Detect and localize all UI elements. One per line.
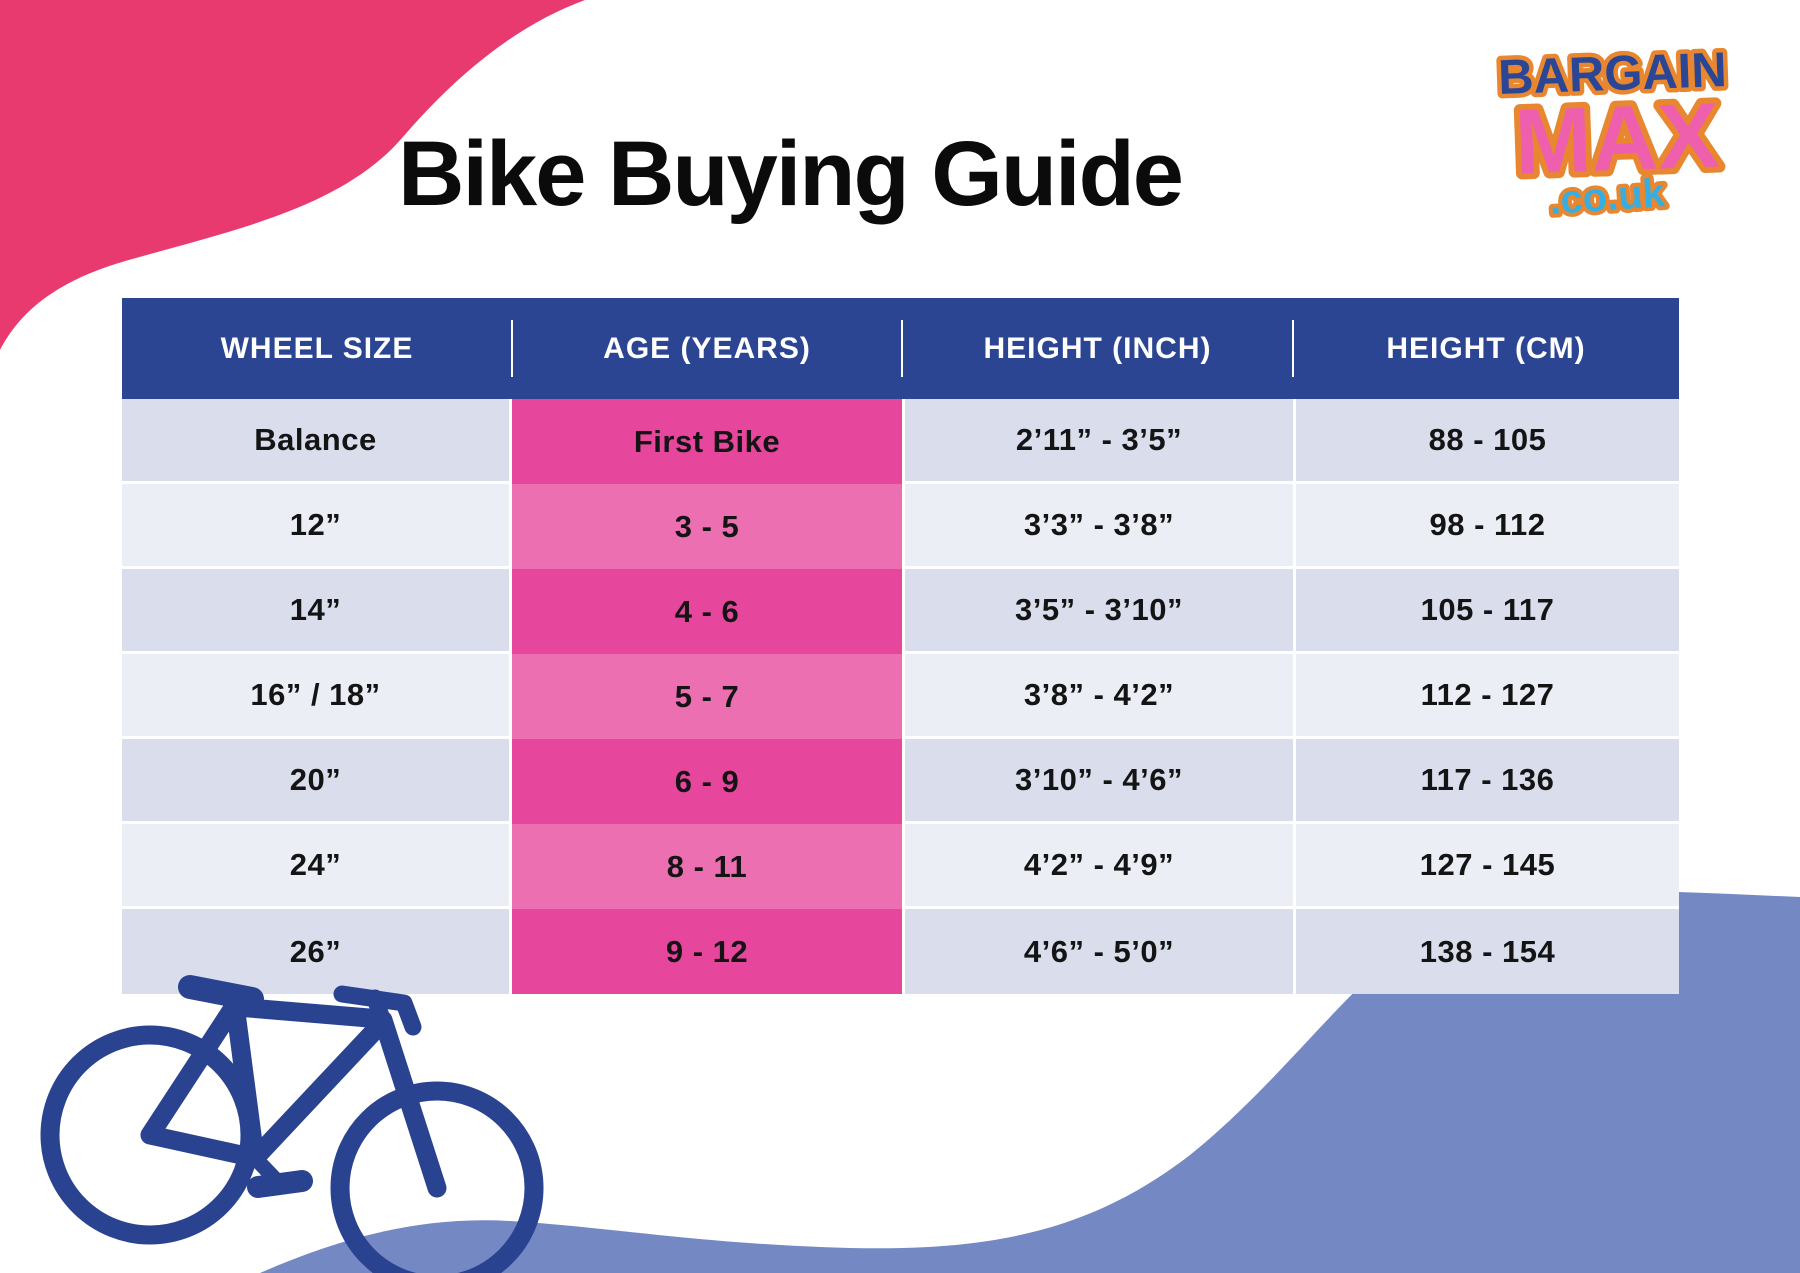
table-row: 20” 6 - 9 3’10” - 4’6” 117 - 136 [122, 739, 1679, 824]
cell-height-inch: 3’3” - 3’8” [902, 484, 1293, 569]
header-divider [1292, 320, 1294, 377]
pink-swoosh-shape [0, 0, 585, 350]
cell-height-cm: 105 - 117 [1293, 569, 1679, 654]
cell-height-cm: 138 - 154 [1293, 909, 1679, 994]
bargainmax-logo: BARGAIN MAX .co.uk [1493, 39, 1732, 227]
table-row: 16” / 18” 5 - 7 3’8” - 4’2” 112 - 127 [122, 654, 1679, 739]
cell-height-cm: 88 - 105 [1293, 399, 1679, 484]
header-divider [511, 320, 513, 377]
cell-height-inch: 3’8” - 4’2” [902, 654, 1293, 739]
bike-frame [140, 995, 447, 1198]
cell-height-inch: 3’10” - 4’6” [902, 739, 1293, 824]
cell-wheel-size: 14” [122, 569, 512, 654]
cell-wheel-size: 12” [122, 484, 512, 569]
header-divider [901, 320, 903, 377]
table-row: 14” 4 - 6 3’5” - 3’10” 105 - 117 [122, 569, 1679, 654]
bike-seat [178, 975, 264, 1011]
cell-height-cm: 98 - 112 [1293, 484, 1679, 569]
cell-age: 5 - 7 [512, 654, 902, 739]
cell-age: 3 - 5 [512, 484, 902, 569]
column-header-age: AGE (YEARS) [603, 331, 811, 365]
cell-age: 4 - 6 [512, 569, 902, 654]
logo-bargain-text: BARGAIN [1497, 43, 1727, 105]
logo-max-text: MAX [1513, 84, 1721, 193]
column-header-height-cm: HEIGHT (CM) [1386, 331, 1586, 365]
table-row: Balance First Bike 2’11” - 3’5” 88 - 105 [122, 399, 1679, 484]
cell-height-cm: 112 - 127 [1293, 654, 1679, 739]
table-row: 26” 9 - 12 4’6” - 5’0” 138 - 154 [122, 909, 1679, 994]
bike-size-table: WHEEL SIZE AGE (YEARS) HEIGHT (INCH) HEI… [122, 298, 1679, 994]
table-row: 12” 3 - 5 3’3” - 3’8” 98 - 112 [122, 484, 1679, 569]
cell-age: 8 - 11 [512, 824, 902, 909]
cell-wheel-size: Balance [122, 399, 512, 484]
logo-couk-text: .co.uk [1548, 171, 1667, 223]
bike-pedal [247, 1170, 313, 1198]
cell-height-inch: 3’5” - 3’10” [902, 569, 1293, 654]
cell-wheel-size: 16” / 18” [122, 654, 512, 739]
cell-wheel-size: 20” [122, 739, 512, 824]
cell-height-inch: 4’6” - 5’0” [902, 909, 1293, 994]
cell-height-cm: 117 - 136 [1293, 739, 1679, 824]
cell-height-cm: 127 - 145 [1293, 824, 1679, 909]
column-header-height-inch: HEIGHT (INCH) [983, 331, 1212, 365]
bike-front-wheel [330, 1081, 544, 1273]
table-row: 24” 8 - 11 4’2” - 4’9” 127 - 145 [122, 824, 1679, 909]
page-title: Bike Buying Guide [398, 123, 1184, 225]
table-body: Balance First Bike 2’11” - 3’5” 88 - 105… [122, 399, 1679, 994]
cell-wheel-size: 24” [122, 824, 512, 909]
cell-height-inch: 4’2” - 4’9” [902, 824, 1293, 909]
cell-age: 6 - 9 [512, 739, 902, 824]
column-header-wheel-size: WHEEL SIZE [220, 331, 414, 365]
cell-age: First Bike [512, 399, 902, 484]
table-header-row: WHEEL SIZE AGE (YEARS) HEIGHT (INCH) HEI… [122, 298, 1679, 399]
cell-height-inch: 2’11” - 3’5” [902, 399, 1293, 484]
bike-handlebar [333, 985, 422, 1036]
cell-age: 9 - 12 [512, 909, 902, 994]
